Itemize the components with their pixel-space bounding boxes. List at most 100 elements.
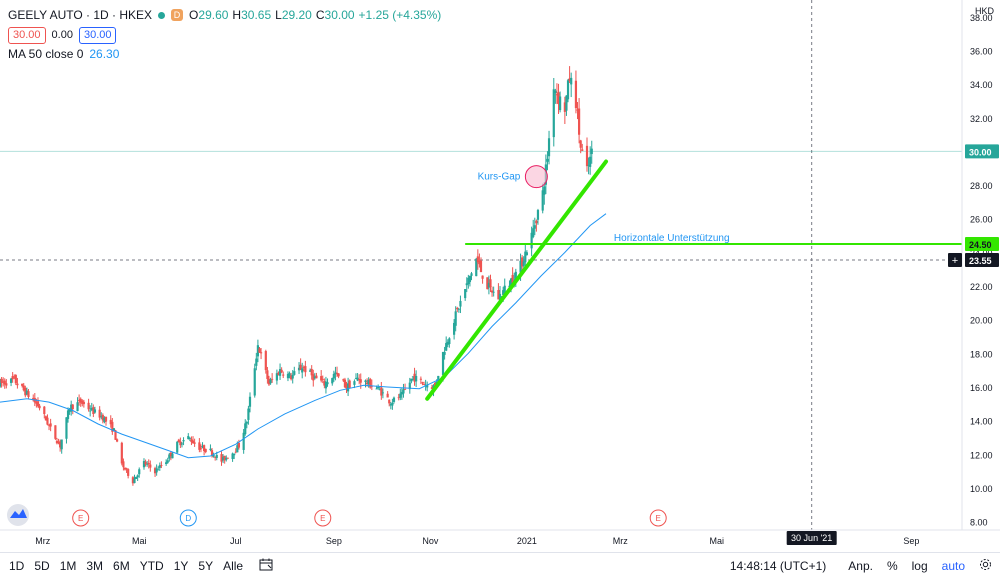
candle-body xyxy=(47,424,51,426)
candle-body xyxy=(90,407,93,410)
close-label: C xyxy=(315,8,325,22)
candle-body xyxy=(470,273,473,276)
candle-body xyxy=(392,397,396,402)
support-label[interactable]: Horizontale Unterstützung xyxy=(614,233,730,244)
auto-toggle[interactable]: auto xyxy=(941,559,965,573)
candle-body xyxy=(225,457,228,460)
tradingview-logo-icon[interactable] xyxy=(7,504,29,526)
crosshair-add-button[interactable] xyxy=(948,252,962,267)
earnings-event-marker[interactable] xyxy=(649,509,667,527)
candle-body xyxy=(68,409,71,412)
candle-body xyxy=(244,423,247,435)
candle-body xyxy=(475,258,478,277)
candle-body xyxy=(92,407,95,414)
candle-body xyxy=(426,385,429,388)
candle-body xyxy=(242,432,245,450)
candle-body xyxy=(226,457,229,459)
candle-body xyxy=(521,257,524,267)
candle-body xyxy=(264,351,267,371)
gear-icon[interactable] xyxy=(979,558,992,574)
candle-body xyxy=(514,271,517,283)
range-1m[interactable]: 1M xyxy=(59,559,77,573)
percent-toggle[interactable]: % xyxy=(886,559,898,573)
candle-body xyxy=(288,373,291,377)
range-1d[interactable]: 1D xyxy=(9,559,25,573)
candle-body xyxy=(125,468,128,470)
high-label: H xyxy=(232,8,242,22)
range-all[interactable]: Alle xyxy=(223,559,244,573)
range-3m[interactable]: 3M xyxy=(86,559,104,573)
candle-body xyxy=(81,400,84,405)
candle-body xyxy=(391,402,394,406)
gap-label[interactable]: Kurs-Gap xyxy=(478,172,521,183)
candle-body xyxy=(454,311,457,326)
candle-body xyxy=(190,439,193,443)
candle-body xyxy=(530,232,533,249)
price-chart[interactable]: E D E E Kurs-Gap Horizontale Unterstützung 8… xyxy=(0,0,1000,552)
range-1y[interactable]: 1Y xyxy=(173,559,189,573)
trend-line[interactable] xyxy=(425,159,608,401)
candle-body xyxy=(331,378,334,384)
candle-body xyxy=(187,436,190,440)
range-5d[interactable]: 5D xyxy=(34,559,50,573)
candle-body xyxy=(245,421,248,424)
candle-body xyxy=(215,454,218,458)
candle-body xyxy=(335,372,339,374)
candle-body xyxy=(587,164,590,166)
candle-body xyxy=(198,442,201,450)
candle-body xyxy=(519,260,522,273)
candle-body xyxy=(209,448,212,451)
candle-body xyxy=(410,378,413,382)
sell-price-button[interactable]: 30.00 xyxy=(8,26,46,44)
candle-body xyxy=(403,388,407,390)
candle-body xyxy=(109,419,112,425)
x-tick-label: Mai xyxy=(709,536,724,546)
candle-body xyxy=(201,446,204,448)
candle-body xyxy=(326,382,329,385)
candle-body xyxy=(114,430,117,440)
adjust-toggle[interactable]: Anp. xyxy=(848,559,873,573)
log-toggle[interactable]: log xyxy=(911,559,928,573)
event-marker-label: E xyxy=(78,514,83,523)
candle-body xyxy=(381,392,385,394)
gap-circle[interactable] xyxy=(524,165,548,189)
candle-body xyxy=(563,102,566,112)
candle-body xyxy=(157,469,160,471)
candle-body xyxy=(585,145,589,167)
candle-body xyxy=(21,383,24,386)
range-ytd[interactable]: YTD xyxy=(139,559,164,573)
candle-body xyxy=(541,190,544,211)
candle-body xyxy=(589,156,592,167)
range-6m[interactable]: 6M xyxy=(113,559,130,573)
candle-body xyxy=(231,453,234,459)
candle-body xyxy=(59,441,62,448)
candle-body xyxy=(253,368,256,396)
candle-body xyxy=(24,387,27,396)
high-value: 30.65 xyxy=(241,8,272,22)
candle-body xyxy=(378,389,381,391)
candle-body xyxy=(346,383,350,392)
buy-price-button[interactable]: 30.00 xyxy=(78,26,117,44)
candle-body xyxy=(354,378,358,380)
range-5y[interactable]: 5Y xyxy=(198,559,214,573)
candle-body xyxy=(525,252,528,256)
currency-label[interactable]: HKD xyxy=(975,6,995,16)
dividend-event-marker[interactable] xyxy=(179,509,197,527)
calendar-icon[interactable] xyxy=(254,558,278,574)
candle-body xyxy=(14,375,17,384)
candle-body xyxy=(570,77,573,85)
candle-body xyxy=(312,374,315,381)
clock[interactable]: 14:48:14 (UTC+1) xyxy=(729,559,827,573)
candle-body xyxy=(103,417,106,423)
symbol-title[interactable]: GEELY AUTO · 1D · HKEX xyxy=(8,8,153,22)
candle-body xyxy=(532,228,535,237)
ma-row[interactable]: MA 50 close 0 26.30 xyxy=(8,45,441,63)
candle-body xyxy=(321,379,324,380)
candle-body xyxy=(555,94,559,96)
earnings-event-marker[interactable] xyxy=(72,509,90,527)
candle-body xyxy=(400,391,403,395)
candle-body xyxy=(446,341,449,345)
candle-body xyxy=(203,445,206,452)
earnings-event-marker[interactable] xyxy=(314,509,332,527)
candle-body xyxy=(16,383,19,386)
